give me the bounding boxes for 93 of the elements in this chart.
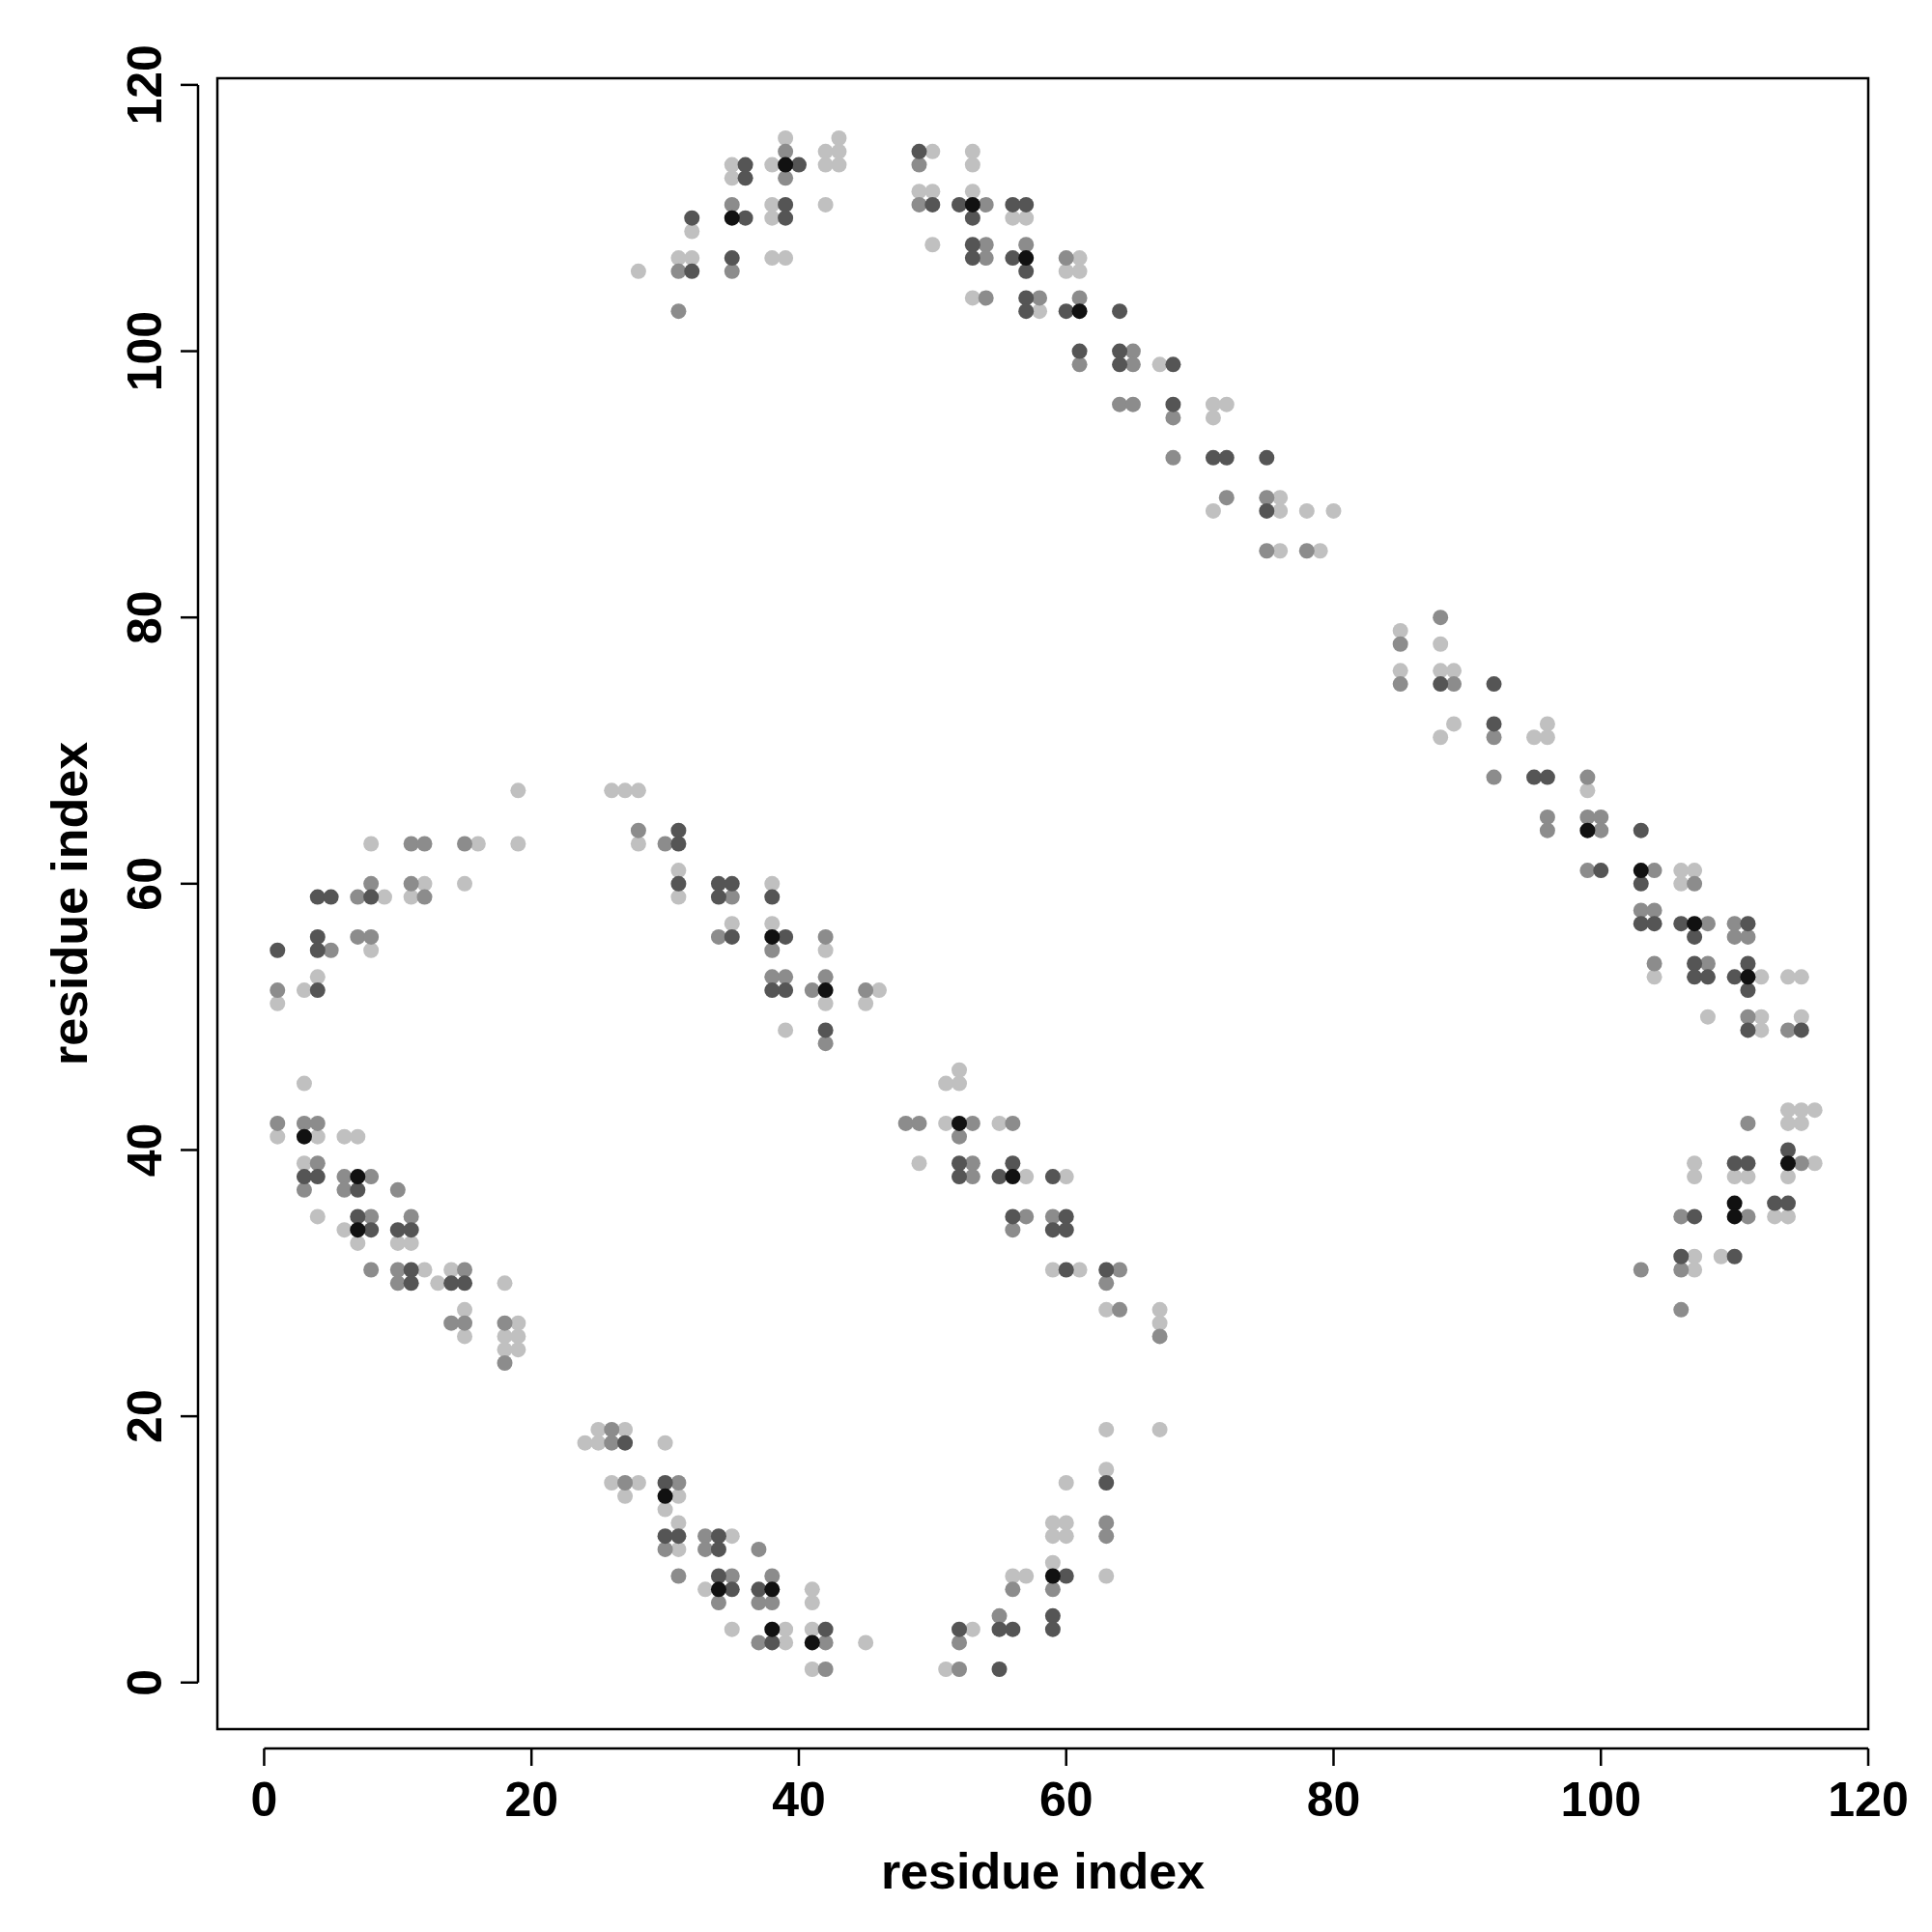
point	[1433, 676, 1449, 693]
point	[778, 156, 794, 173]
point	[1726, 1248, 1743, 1264]
point	[657, 1488, 673, 1504]
y-tick-label: 120	[118, 44, 172, 126]
point	[964, 250, 980, 267]
point	[1687, 916, 1703, 932]
point	[1259, 502, 1275, 519]
y-tick-label: 40	[118, 1122, 172, 1178]
point	[1673, 1248, 1690, 1264]
point	[1687, 928, 1703, 945]
x-tick-label: 80	[1306, 1773, 1361, 1827]
point	[1526, 769, 1543, 785]
point	[1165, 356, 1181, 373]
point	[296, 1128, 312, 1145]
point	[1740, 916, 1756, 932]
x-axis-title: residue index	[880, 1843, 1206, 1899]
point	[1740, 969, 1756, 985]
point	[1687, 1208, 1703, 1225]
point	[1726, 969, 1743, 985]
point	[1633, 916, 1649, 932]
point	[1740, 955, 1756, 972]
y-tick-label: 80	[118, 590, 172, 644]
point	[1793, 1022, 1809, 1038]
point	[1005, 250, 1021, 267]
point	[1486, 676, 1502, 693]
x-tick-label: 100	[1560, 1773, 1641, 1827]
point	[1071, 303, 1088, 320]
point	[1726, 1195, 1743, 1211]
point	[1005, 196, 1021, 213]
point	[1112, 356, 1128, 373]
point	[1779, 1195, 1796, 1211]
point	[764, 1621, 781, 1637]
point	[1205, 449, 1221, 466]
point	[1018, 196, 1035, 213]
point	[1259, 449, 1275, 466]
x-tick-label: 60	[1038, 1773, 1094, 1827]
point	[952, 1115, 968, 1131]
y-tick-label: 100	[118, 310, 172, 392]
point	[1687, 969, 1703, 985]
point	[1633, 875, 1649, 892]
point	[1112, 303, 1128, 320]
point	[1633, 863, 1649, 879]
y-axis-title: residue index	[42, 741, 98, 1066]
point	[350, 1222, 366, 1238]
point	[1071, 343, 1088, 359]
point	[1633, 822, 1649, 838]
point	[710, 1581, 726, 1598]
point	[911, 143, 927, 159]
point	[1740, 1155, 1756, 1172]
point	[1018, 290, 1035, 306]
point	[804, 1634, 820, 1651]
point	[1579, 822, 1596, 838]
point	[764, 1581, 781, 1598]
y-tick-label: 20	[118, 1389, 172, 1443]
point	[1646, 916, 1662, 932]
point	[1486, 716, 1502, 732]
point	[1165, 396, 1181, 412]
point	[1779, 1142, 1796, 1158]
x-tick-label: 40	[772, 1773, 826, 1827]
point	[1044, 1568, 1061, 1584]
point	[817, 982, 834, 999]
point	[1673, 916, 1690, 932]
x-tick-label: 120	[1828, 1773, 1909, 1827]
point	[764, 928, 781, 945]
point	[1779, 1155, 1796, 1172]
point	[964, 210, 980, 226]
point	[1018, 263, 1035, 279]
point	[1740, 1022, 1756, 1038]
point	[1699, 969, 1716, 985]
point	[1218, 449, 1235, 466]
point	[350, 1169, 366, 1185]
point	[1687, 955, 1703, 972]
point	[1539, 769, 1555, 785]
point	[1767, 1195, 1783, 1211]
point	[1058, 303, 1074, 320]
y-tick-label: 0	[118, 1668, 172, 1696]
point	[1018, 303, 1035, 320]
point	[1593, 863, 1609, 879]
point	[1112, 343, 1128, 359]
point	[964, 237, 980, 253]
y-tick-label: 60	[118, 857, 172, 911]
point	[1740, 982, 1756, 999]
x-tick-label: 20	[504, 1773, 559, 1827]
point	[724, 210, 740, 226]
point	[1726, 1155, 1743, 1172]
x-tick-label: 0	[250, 1773, 278, 1827]
point	[1726, 1208, 1743, 1225]
point	[952, 196, 968, 213]
point	[1005, 1169, 1021, 1185]
point	[964, 196, 980, 213]
point	[1018, 250, 1035, 267]
point	[924, 196, 941, 213]
